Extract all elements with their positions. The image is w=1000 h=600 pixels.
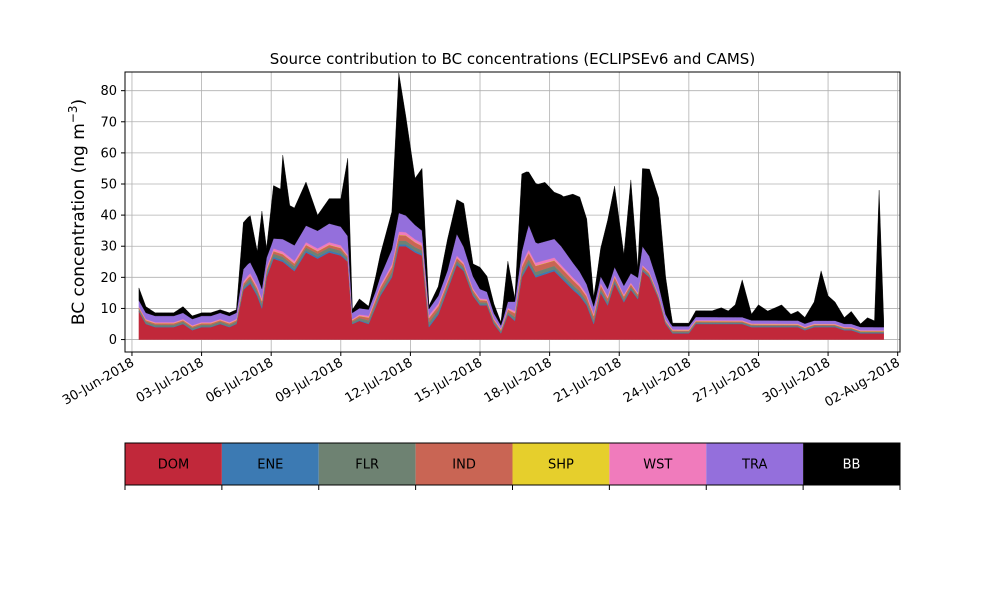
y-axis: 0 10 20 30 40 50 60 70 80 [100, 84, 125, 348]
y-tick-label: 10 [100, 302, 117, 317]
legend-label-dom: DOM [158, 458, 189, 473]
legend-swatch-ene [221, 443, 319, 485]
legend-swatch-flr [318, 443, 416, 485]
plot-frame [124, 71, 901, 353]
y-axis-label-close: ) [69, 99, 89, 106]
area-bb [138, 72, 884, 328]
x-tick-label: 27-Jul-2018 [691, 355, 764, 406]
y-tick-label: 70 [100, 115, 117, 130]
legend-swatch-tra [706, 443, 804, 485]
legend-swatch-wst [609, 443, 707, 485]
legend-label-tra: TRA [741, 458, 767, 473]
legend-label-ene: ENE [257, 458, 283, 473]
legend-label-flr: FLR [355, 458, 379, 473]
x-tick-label: 09-Jul-2018 [273, 355, 346, 406]
chart-title: Source contribution to BC concentrations… [270, 50, 755, 68]
y-tick-label: 50 [100, 178, 117, 193]
legend-swatch-shp [512, 443, 610, 485]
legend-label-wst: WST [643, 458, 672, 473]
legend-label-ind: IND [452, 458, 476, 473]
y-tick-label: 30 [100, 240, 117, 255]
x-tick-label: 24-Jul-2018 [621, 355, 694, 406]
y-axis-label-main: BC concentration (ng m [69, 123, 89, 325]
legend-label-bb: BB [843, 458, 861, 473]
x-tick-label: 03-Jul-2018 [134, 355, 207, 406]
x-tick-label: 18-Jul-2018 [482, 355, 555, 406]
y-tick-label: 80 [100, 84, 117, 99]
legend-label-shp: SHP [548, 458, 574, 473]
y-axis-label: BC concentration (ng m−3) [66, 99, 89, 325]
legend-colorbar: DOM ENE FLR IND SHP WST TRA BB [124, 442, 901, 490]
x-tick-label: 15-Jul-2018 [412, 355, 485, 406]
legend-swatch-dom [125, 443, 222, 485]
legend-swatch-ind [415, 443, 513, 485]
y-tick-label: 20 [100, 271, 117, 286]
y-tick-label: 60 [100, 146, 117, 161]
x-tick-label: 06-Jul-2018 [203, 355, 276, 406]
x-tick-label: 12-Jul-2018 [343, 355, 416, 406]
y-tick-label: 0 [109, 333, 117, 348]
x-tick-label: 21-Jul-2018 [551, 355, 624, 406]
x-tick-label: 30-Jun-2018 [60, 355, 137, 408]
legend-swatch-bb [803, 443, 900, 485]
stacked-areas [138, 72, 884, 340]
y-axis-label-exponent: −3 [66, 105, 80, 123]
x-tick-label: 02-Aug-2018 [822, 355, 902, 410]
x-axis: 30-Jun-201803-Jul-201806-Jul-201809-Jul-… [60, 352, 903, 411]
y-tick-label: 40 [100, 209, 117, 224]
